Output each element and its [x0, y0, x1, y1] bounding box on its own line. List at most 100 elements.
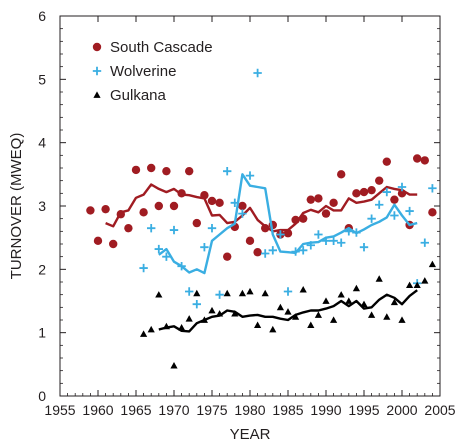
- data-point: [344, 227, 353, 236]
- data-point: [322, 297, 330, 304]
- data-point: [375, 200, 384, 209]
- data-point: [185, 287, 194, 296]
- x-tick-label: 1970: [158, 402, 189, 418]
- data-point: [292, 313, 300, 320]
- y-tick-label: 5: [38, 71, 46, 87]
- data-point: [155, 291, 163, 298]
- legend-label: South Cascade: [110, 39, 213, 56]
- legend-label: Gulkana: [110, 87, 167, 104]
- data-point: [178, 324, 186, 331]
- data-point: [215, 198, 224, 208]
- data-point: [245, 236, 255, 246]
- data-point: [254, 321, 262, 328]
- y-tick-label: 0: [38, 388, 46, 404]
- data-point: [359, 187, 369, 197]
- data-point: [139, 208, 148, 217]
- legend-item: South Cascade: [92, 39, 213, 56]
- data-point: [238, 209, 247, 218]
- data-point: [306, 195, 315, 204]
- data-point: [101, 204, 110, 214]
- data-point: [330, 316, 338, 323]
- y-axis-title: TURNOVER (MWEQ): [8, 133, 25, 280]
- x-tick-label: 1955: [44, 402, 75, 418]
- legend-marker: [93, 91, 101, 98]
- data-point: [299, 246, 308, 255]
- data-point: [421, 277, 429, 284]
- data-point: [383, 313, 391, 320]
- data-point: [207, 196, 217, 206]
- legend-marker: [92, 66, 102, 76]
- y-tick-label: 4: [38, 135, 46, 151]
- data-point: [261, 249, 270, 258]
- data-point: [428, 184, 437, 193]
- data-point: [390, 298, 398, 306]
- legend-marker: [92, 42, 102, 52]
- data-point: [375, 176, 384, 185]
- data-point: [192, 218, 201, 228]
- trend-line: [158, 173, 418, 275]
- data-point: [192, 299, 201, 309]
- data-point: [238, 289, 246, 297]
- data-point: [397, 189, 407, 198]
- data-point: [314, 311, 322, 318]
- data-point: [154, 244, 163, 254]
- data-point: [200, 191, 209, 200]
- data-point: [246, 287, 254, 295]
- data-point: [238, 201, 247, 211]
- data-point: [321, 209, 331, 218]
- data-point: [223, 289, 231, 297]
- data-point: [390, 195, 399, 204]
- data-point: [109, 239, 118, 249]
- trend-line: [105, 183, 418, 233]
- y-tick-label: 6: [38, 8, 46, 24]
- data-point: [269, 325, 277, 333]
- data-point: [405, 206, 414, 216]
- x-tick-label: 1980: [234, 402, 265, 418]
- y-tick-label: 1: [38, 325, 46, 341]
- data-point: [397, 182, 407, 192]
- legend-label: Wolverine: [110, 63, 176, 80]
- x-tick-label: 1995: [348, 402, 379, 418]
- data-point: [367, 185, 376, 195]
- data-point: [398, 316, 406, 323]
- data-point: [185, 166, 194, 176]
- y-tick-label: 3: [38, 198, 46, 214]
- data-point: [329, 198, 338, 208]
- data-point: [382, 187, 391, 197]
- data-point: [261, 223, 270, 233]
- data-point: [185, 315, 193, 322]
- x-tick-label: 1965: [120, 402, 151, 418]
- data-point: [359, 242, 369, 252]
- data-point: [147, 223, 156, 233]
- data-point: [337, 238, 346, 247]
- data-point: [268, 246, 277, 255]
- x-tick-label: 1975: [196, 402, 227, 418]
- x-tick-label: 1990: [310, 402, 341, 418]
- series-south-cascade: [86, 154, 437, 261]
- y-tick-label: 2: [38, 261, 46, 277]
- data-point: [162, 166, 171, 176]
- data-point: [284, 308, 292, 315]
- data-point: [428, 260, 436, 268]
- data-point: [231, 310, 239, 317]
- data-point: [124, 223, 133, 233]
- legend: South Cascade Wolverine Gulkana: [92, 39, 213, 104]
- data-point: [253, 68, 262, 78]
- data-point: [276, 230, 285, 239]
- data-point: [307, 321, 315, 328]
- data-point: [390, 211, 399, 220]
- data-point: [291, 215, 300, 225]
- data-point: [413, 154, 422, 163]
- data-point: [382, 157, 391, 166]
- data-point: [261, 289, 269, 297]
- data-point: [314, 230, 323, 239]
- data-point: [329, 236, 338, 246]
- data-point: [299, 214, 308, 223]
- data-point: [360, 300, 368, 308]
- data-point: [337, 170, 346, 179]
- data-point: [245, 171, 255, 180]
- x-tick-label: 1985: [272, 402, 303, 418]
- data-point: [291, 247, 300, 256]
- data-point: [208, 306, 216, 314]
